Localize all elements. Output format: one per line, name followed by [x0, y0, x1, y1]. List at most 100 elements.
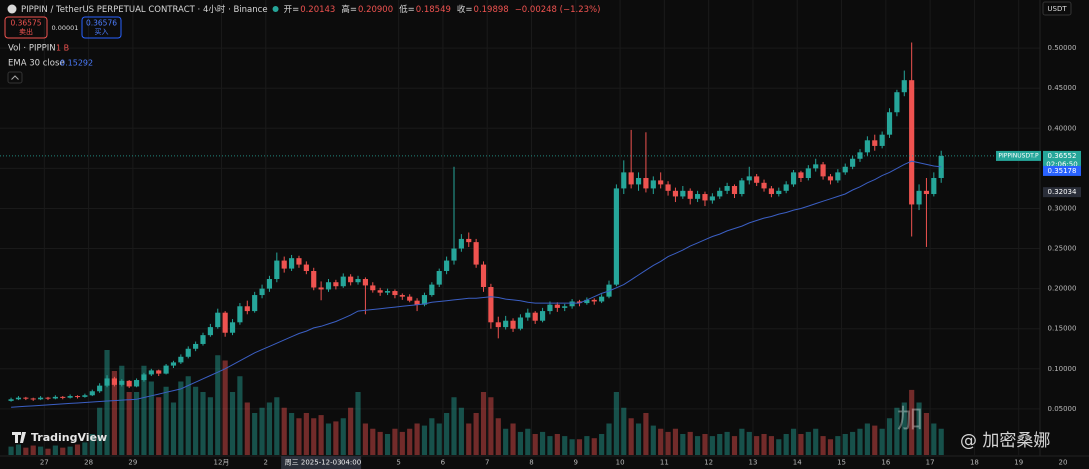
volume-bar [539, 431, 546, 455]
buy-button[interactable] [81, 16, 122, 39]
candle-body [451, 248, 457, 261]
volume-bar [52, 445, 58, 455]
volume-bar [827, 439, 834, 455]
candle-body [74, 396, 81, 398]
volume-bar [687, 431, 693, 455]
candle-body [665, 184, 671, 191]
volume-bar [451, 397, 457, 455]
volume-bar [384, 434, 391, 455]
x-tick-label: 12 [704, 459, 713, 467]
volume-bar [193, 386, 199, 455]
volume-bar [133, 392, 140, 455]
volume-bar [739, 428, 745, 455]
candle-body [510, 320, 516, 329]
legend-label: 开= [284, 5, 300, 15]
x-tick-label: 18 [970, 459, 979, 467]
y-tick-label: 0.40000 [1048, 124, 1077, 132]
ema-price-bg [1043, 165, 1081, 176]
candle-body [554, 304, 560, 308]
x-tick-label: 9 [574, 459, 578, 467]
candle-body [414, 300, 420, 305]
candle-body [333, 282, 339, 287]
volume-bar [340, 418, 346, 455]
ema-line [11, 160, 942, 408]
legend-label: 收= [457, 4, 473, 15]
volume-bar [156, 397, 162, 455]
volume-bar [318, 415, 324, 455]
volume-bar [97, 407, 103, 455]
candle-body [170, 362, 177, 366]
status-dot [272, 6, 279, 12]
volume-bar [835, 436, 841, 455]
volume-bar [754, 436, 760, 455]
candle-body [163, 365, 169, 374]
candle-body [783, 184, 789, 191]
candle-body [635, 177, 642, 185]
candle-body [842, 166, 848, 173]
volume-bar [894, 407, 900, 455]
candle-body [820, 164, 826, 177]
candle-body [67, 396, 73, 398]
volume-bar [429, 418, 435, 455]
candle-body [444, 260, 450, 271]
candle-body [857, 152, 863, 159]
candle-body [362, 279, 368, 286]
x-tick-label: 19 [1014, 459, 1023, 467]
volume-bar [274, 397, 280, 455]
volume-bar [414, 423, 420, 455]
candle-body [23, 397, 29, 399]
candle-body [193, 343, 199, 349]
candle-body [709, 196, 715, 201]
volume-bar [790, 428, 797, 455]
candle-body [569, 301, 575, 307]
x-tick-label: 10 [616, 459, 625, 467]
x-tick-label: 17 [926, 459, 935, 467]
volume-bar [30, 445, 36, 455]
volume-bar [503, 428, 509, 455]
volume-bar [89, 434, 95, 455]
last-price: 0.36552 [1048, 152, 1077, 160]
candle-body [480, 264, 487, 288]
volume-bar [407, 428, 413, 455]
candle-body [318, 287, 324, 290]
volume-bar [333, 421, 339, 455]
volume-bar [15, 444, 22, 455]
candle-body [8, 399, 14, 401]
volume-bar [628, 418, 634, 455]
candle-body [724, 186, 730, 191]
volume-bar [207, 397, 213, 455]
last-price-bg [1043, 150, 1081, 170]
candle-body [215, 312, 221, 328]
level-price: 0.32034 [1048, 188, 1077, 196]
volume-bar [178, 381, 184, 455]
candle-body [931, 177, 937, 195]
volume-bar [650, 425, 656, 455]
candle-body [805, 168, 811, 178]
collapse-button[interactable] [7, 71, 23, 84]
volume-bar [148, 381, 154, 455]
currency-button[interactable] [1042, 1, 1072, 16]
candle-body [539, 311, 546, 321]
volume-bar [547, 436, 553, 455]
x-tick-label: 29 [128, 459, 137, 467]
volume-bar [761, 434, 767, 455]
y-tick-label: 0.50000 [1048, 44, 1077, 52]
volume-bar [643, 413, 649, 455]
volume-bar [569, 439, 575, 455]
volume-bar [746, 431, 752, 455]
legend-value: 0.19898 [474, 5, 509, 15]
sell-button[interactable] [4, 16, 48, 39]
volume-bar [879, 428, 885, 455]
candle-body [938, 155, 944, 178]
volume-bar [355, 392, 361, 455]
candle-body [532, 312, 538, 321]
candle-body [798, 172, 804, 178]
currency: USDT [1047, 5, 1067, 13]
candle-body [584, 299, 590, 304]
candle-body [281, 260, 287, 269]
x-tick-label: 27 [40, 459, 49, 467]
legend-change: −0.00248 (−1.23%) [515, 5, 601, 15]
candle-body [827, 176, 834, 181]
volume-bar [8, 446, 14, 455]
